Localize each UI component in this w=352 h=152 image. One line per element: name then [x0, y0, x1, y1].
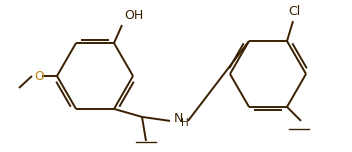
Text: OH: OH — [124, 9, 143, 22]
Text: N: N — [174, 112, 183, 125]
Text: H: H — [181, 118, 189, 128]
Text: Cl: Cl — [288, 5, 300, 18]
Text: O: O — [34, 69, 44, 83]
